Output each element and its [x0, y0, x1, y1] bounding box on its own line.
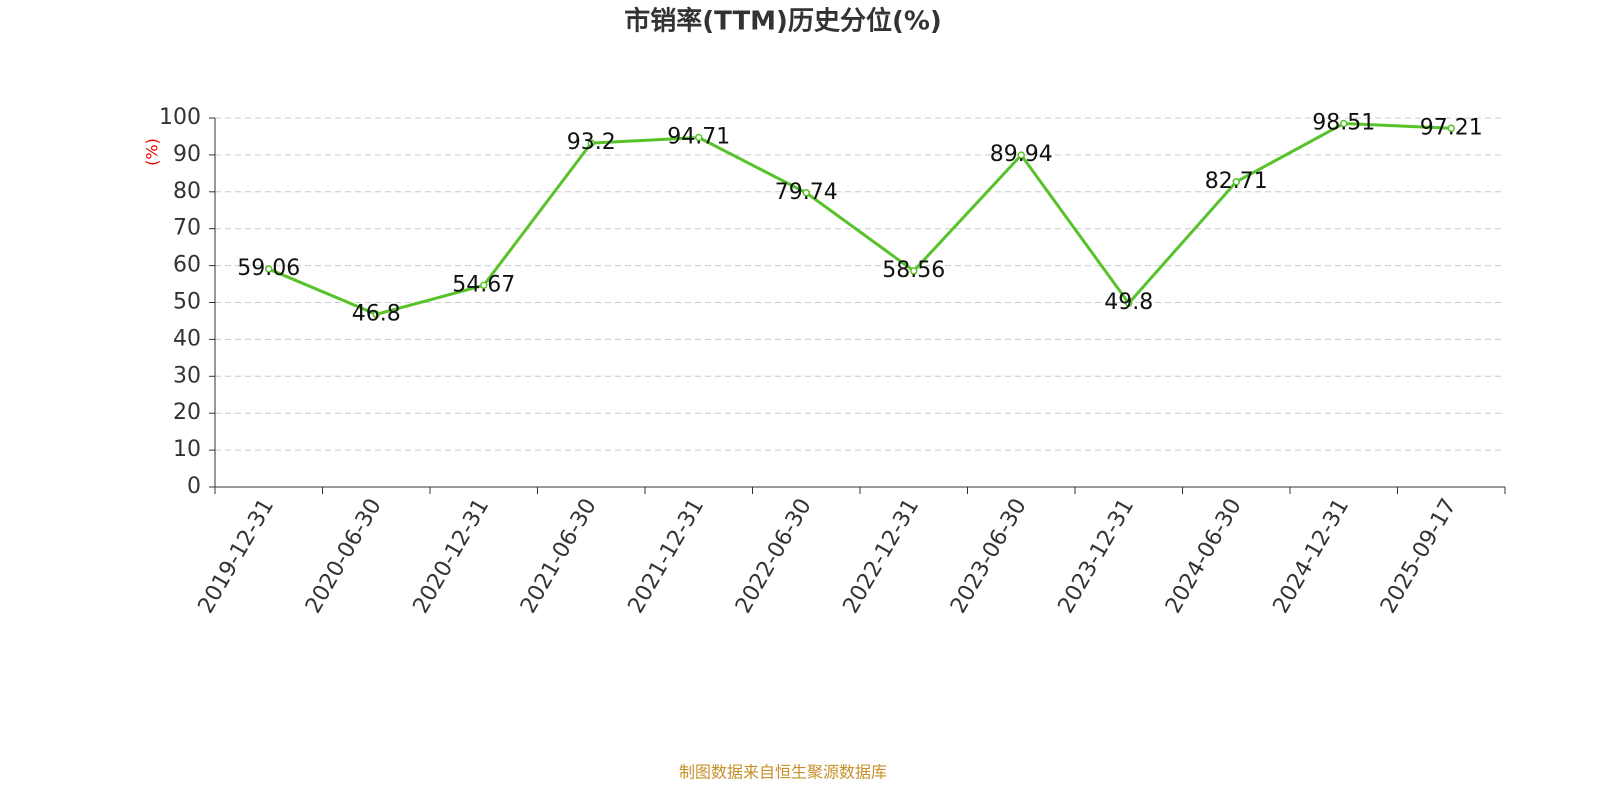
- y-tick-label: 100: [159, 105, 201, 130]
- y-tick-label: 10: [173, 437, 201, 462]
- data-label: 93.2: [567, 130, 616, 155]
- y-axis-label: (%): [143, 138, 162, 166]
- y-tick-label: 30: [173, 363, 201, 388]
- data-point: [695, 133, 703, 142]
- y-tick-label: 70: [173, 216, 201, 241]
- data-label: 94.71: [667, 125, 730, 150]
- x-tick-label: 2022-06-30: [731, 495, 817, 618]
- x-tick-label: 2021-12-31: [624, 495, 710, 618]
- x-tick-label: 2020-06-30: [301, 495, 387, 618]
- data-label: 79.74: [775, 180, 838, 205]
- data-point: [910, 267, 918, 275]
- y-tick-label: 90: [173, 142, 201, 167]
- data-point: [372, 310, 380, 319]
- x-tick-label: 2024-12-31: [1269, 495, 1355, 618]
- x-tick-label: 2023-12-31: [1054, 495, 1140, 618]
- data-label: 98.51: [1312, 110, 1375, 135]
- y-tick-label: 0: [187, 474, 201, 499]
- x-tick-label: 2024-06-30: [1161, 495, 1247, 618]
- data-point: [1447, 124, 1455, 133]
- data-point: [1340, 119, 1348, 128]
- y-tick-label: 60: [173, 253, 201, 278]
- y-tick-label: 20: [173, 400, 201, 425]
- x-tick-label: 2023-06-30: [946, 495, 1032, 618]
- data-label: 54.67: [452, 272, 515, 297]
- y-tick-label: 80: [173, 179, 201, 204]
- data-point: [1017, 151, 1025, 159]
- data-point: [480, 281, 488, 290]
- source-note: 制图数据来自恒生聚源数据库: [679, 763, 887, 782]
- y-tick-label: 50: [173, 290, 201, 315]
- x-tick-label: 2021-06-30: [516, 495, 602, 618]
- data-label: 46.8: [352, 301, 401, 326]
- data-line: [268, 121, 1452, 316]
- data-label: 97.21: [1420, 115, 1483, 140]
- data-point: [265, 265, 273, 273]
- data-label: 58.56: [882, 258, 945, 283]
- x-tick-label: 2020-12-31: [409, 495, 495, 618]
- data-label: 59.06: [237, 256, 300, 281]
- data-label: 82.71: [1205, 169, 1268, 194]
- data-label: 89.94: [990, 142, 1053, 167]
- x-tick-label: 2025-09-17: [1376, 495, 1462, 618]
- data-label: 49.8: [1104, 290, 1153, 315]
- y-tick-label: 40: [173, 326, 201, 351]
- chart-title: 市销率(TTM)历史分位(%): [624, 6, 942, 37]
- x-tick-label: 2019-12-31: [194, 495, 280, 618]
- data-point: [1125, 299, 1133, 307]
- data-point: [802, 189, 810, 197]
- data-point: [587, 139, 595, 147]
- data-point: [1232, 178, 1240, 186]
- x-tick-label: 2022-12-31: [839, 495, 925, 618]
